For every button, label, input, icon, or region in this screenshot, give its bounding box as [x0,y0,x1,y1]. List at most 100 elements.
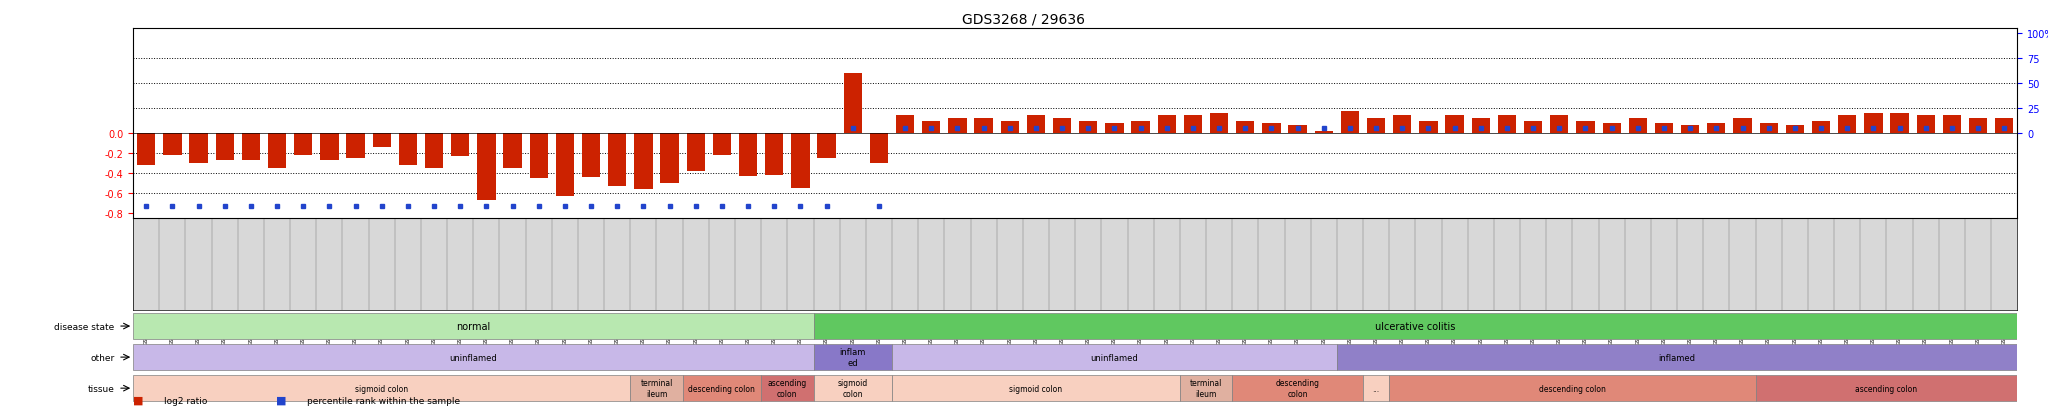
FancyBboxPatch shape [133,344,813,370]
FancyBboxPatch shape [893,375,1180,401]
Bar [504,134,522,169]
Bar [1419,122,1438,134]
FancyBboxPatch shape [762,375,813,401]
Bar [922,122,940,134]
FancyBboxPatch shape [893,344,1337,370]
Text: terminal
ileum: terminal ileum [641,379,672,398]
Bar [1968,119,1987,134]
Bar [1497,116,1516,134]
Bar [1577,122,1595,134]
FancyBboxPatch shape [1364,375,1389,401]
Bar [1393,116,1411,134]
Text: tissue: tissue [88,384,115,393]
FancyBboxPatch shape [1233,375,1364,401]
Bar [817,134,836,159]
Bar [477,134,496,201]
Bar [164,134,182,156]
Bar [635,134,653,190]
Bar [1550,116,1569,134]
Bar [373,134,391,148]
Bar [1157,116,1176,134]
Bar [319,134,338,161]
Bar [399,134,418,166]
Text: disease state: disease state [53,322,115,331]
Bar [844,74,862,134]
Bar [137,134,156,166]
Text: uninflamed: uninflamed [449,353,498,362]
Bar [1864,114,1882,134]
Bar [1628,119,1647,134]
Bar [1366,119,1384,134]
Text: percentile rank within the sample: percentile rank within the sample [307,396,461,405]
Bar [1917,116,1935,134]
Text: terminal
ileum: terminal ileum [1190,379,1223,398]
Bar [1446,116,1464,134]
Bar [1053,119,1071,134]
FancyBboxPatch shape [631,375,682,401]
Bar [1995,119,2013,134]
Bar [659,134,678,184]
Bar [295,134,313,156]
Text: ...: ... [1372,384,1380,393]
Bar [895,116,913,134]
Bar [1602,124,1620,134]
Bar [1837,116,1855,134]
Bar [582,134,600,178]
Text: normal: normal [457,321,489,331]
Bar [791,134,809,189]
Bar [608,134,627,187]
FancyBboxPatch shape [133,375,631,401]
Bar [1026,116,1044,134]
Bar [1210,114,1229,134]
Bar [1341,112,1360,134]
Bar [1001,122,1020,134]
Bar [1708,124,1726,134]
Bar [975,119,993,134]
Bar [1655,124,1673,134]
Bar [870,134,889,164]
Bar [1812,122,1831,134]
Text: uninflamed: uninflamed [1092,353,1139,362]
Bar [1473,119,1491,134]
Text: ■: ■ [133,395,143,405]
Text: sigmoid colon: sigmoid colon [354,384,408,393]
Bar [948,119,967,134]
Bar [1759,124,1778,134]
Bar [1733,119,1751,134]
Text: ■: ■ [276,395,287,405]
FancyBboxPatch shape [1755,375,2017,401]
Text: ascending
colon: ascending colon [768,379,807,398]
Text: sigmoid colon: sigmoid colon [1010,384,1063,393]
Bar [1288,126,1307,134]
Bar [1237,122,1255,134]
Bar [1524,122,1542,134]
FancyBboxPatch shape [813,375,893,401]
Bar [1106,124,1124,134]
Bar [451,134,469,157]
Bar [1681,126,1700,134]
Text: descending colon: descending colon [688,384,756,393]
Bar [555,134,573,197]
Text: GDS3268 / 29636: GDS3268 / 29636 [963,12,1085,26]
Bar [1315,132,1333,134]
Bar [1184,116,1202,134]
Bar [424,134,442,169]
FancyBboxPatch shape [813,313,2017,339]
Bar [1944,116,1962,134]
Text: ascending colon: ascending colon [1855,384,1917,393]
Bar [268,134,287,169]
Bar [215,134,233,161]
Text: log2 ratio: log2 ratio [164,396,207,405]
FancyBboxPatch shape [813,344,893,370]
Bar [1079,122,1098,134]
Text: inflamed: inflamed [1659,353,1696,362]
Bar [1262,124,1280,134]
Text: ulcerative colitis: ulcerative colitis [1374,321,1456,331]
Bar [188,134,207,164]
FancyBboxPatch shape [1337,344,2017,370]
Text: sigmoid
colon: sigmoid colon [838,379,868,398]
Bar [686,134,705,172]
Text: inflam
ed: inflam ed [840,348,866,367]
FancyBboxPatch shape [1389,375,1755,401]
Text: descending
colon: descending colon [1276,379,1319,398]
